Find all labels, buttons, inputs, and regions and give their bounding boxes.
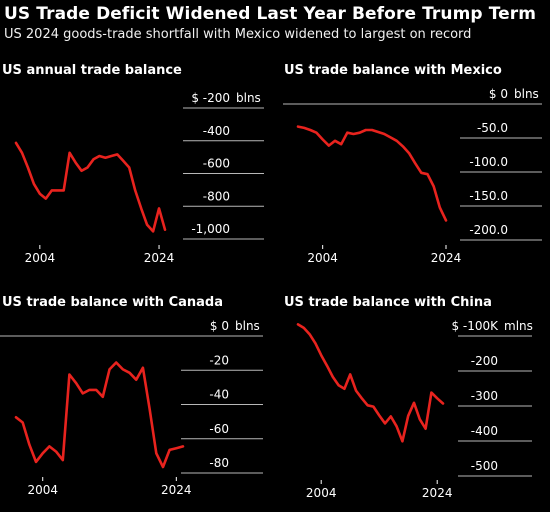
y-tick-label: -300 xyxy=(471,389,498,403)
y-tick-label: -20 xyxy=(209,353,229,367)
series-line xyxy=(296,323,445,443)
y-unit-label: mlns xyxy=(504,319,533,333)
chart-title: US Trade Deficit Widened Last Year Befor… xyxy=(4,4,537,24)
y-tick-label: $ -100K xyxy=(451,319,499,333)
y-tick-label: -200.0 xyxy=(469,223,508,237)
x-tick-label: 2024 xyxy=(144,251,175,265)
x-tick-label: 2024 xyxy=(422,486,453,500)
y-tick-label: -400 xyxy=(203,124,230,138)
y-tick-label: -600 xyxy=(203,157,230,171)
x-tick-label: 2004 xyxy=(307,251,338,265)
y-tick-label: -80 xyxy=(209,456,229,470)
y-tick-label: -60 xyxy=(209,422,229,436)
y-tick-label: -1,000 xyxy=(191,222,230,236)
y-tick-label: -500 xyxy=(471,459,498,473)
y-tick-label: -800 xyxy=(203,189,230,203)
series-line xyxy=(14,361,185,469)
x-tick-label: 2004 xyxy=(306,486,337,500)
y-tick-label: $ 0 xyxy=(489,87,508,101)
y-tick-label: $ 0 xyxy=(210,319,229,333)
y-tick-label: -100.0 xyxy=(469,155,508,169)
y-unit-label: blns xyxy=(235,319,260,333)
y-tick-label: -200 xyxy=(471,354,498,368)
y-tick-label: $ -200 xyxy=(191,91,230,105)
panel-title: US trade balance with China xyxy=(284,295,492,310)
x-tick-label: 2024 xyxy=(161,483,192,497)
panel-title: US trade balance with Canada xyxy=(2,295,223,310)
y-unit-label: blns xyxy=(236,91,261,105)
x-tick-label: 2004 xyxy=(27,483,58,497)
panel-title: US trade balance with Mexico xyxy=(284,63,502,78)
chart-subtitle: US 2024 goods-trade shortfall with Mexic… xyxy=(4,27,472,42)
y-tick-label: -50.0 xyxy=(477,121,508,135)
series-line xyxy=(296,125,448,222)
x-tick-label: 2024 xyxy=(431,251,462,265)
y-unit-label: blns xyxy=(514,87,539,101)
panel-title: US annual trade balance xyxy=(2,63,182,78)
y-tick-label: -40 xyxy=(209,388,229,402)
x-tick-label: 2004 xyxy=(25,251,56,265)
y-tick-label: -150.0 xyxy=(469,189,508,203)
series-line xyxy=(14,141,167,233)
y-tick-label: -400 xyxy=(471,424,498,438)
